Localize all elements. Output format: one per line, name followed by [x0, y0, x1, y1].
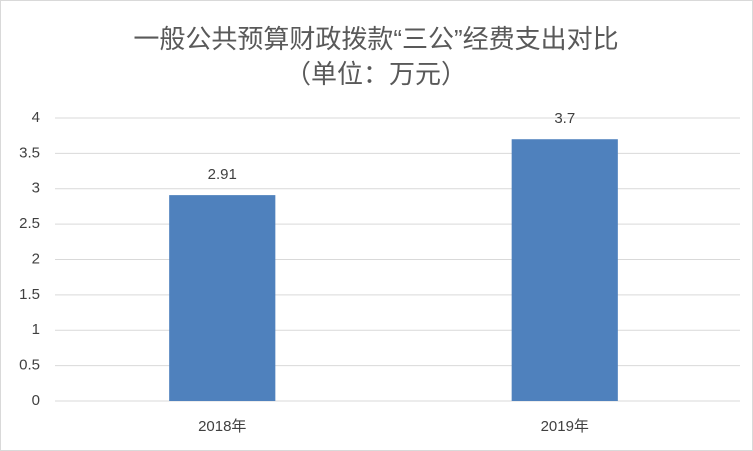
y-tick-label: 3	[32, 180, 40, 197]
y-tick-label: 3.5	[19, 144, 40, 161]
bar	[511, 139, 618, 401]
chart-title: 一般公共预算财政拨款“三公”经费支出对比	[133, 24, 618, 54]
y-tick-label: 1.5	[19, 286, 40, 303]
data-label: 3.7	[554, 110, 575, 127]
y-tick-label: 2	[32, 250, 40, 267]
y-tick-label: 1	[32, 321, 40, 338]
x-tick-label: 2019年	[541, 418, 589, 435]
y-tick-label: 0.5	[19, 357, 40, 374]
y-tick-label: 4	[32, 109, 40, 126]
y-tick-label: 0	[32, 392, 40, 409]
data-label: 2.91	[208, 166, 237, 183]
x-tick-label: 2018年	[198, 418, 246, 435]
y-tick-label: 2.5	[19, 215, 40, 232]
chart-subtitle: （单位：万元）	[285, 59, 467, 89]
bar	[169, 195, 276, 401]
